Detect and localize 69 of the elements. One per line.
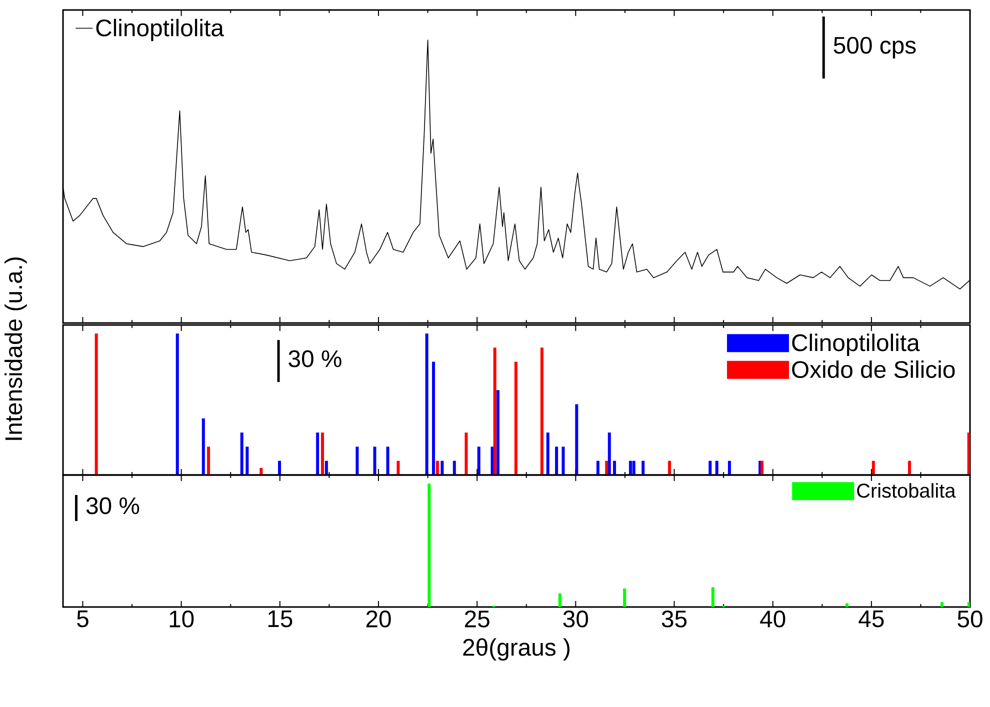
bar xyxy=(558,593,562,607)
bar xyxy=(555,446,558,475)
bar xyxy=(845,603,848,607)
legend-label: Clinoptilolita xyxy=(96,18,224,42)
bar xyxy=(452,460,456,475)
bar xyxy=(613,460,616,475)
bar xyxy=(436,460,439,475)
bar xyxy=(708,460,712,475)
bar xyxy=(715,460,718,475)
bar xyxy=(575,404,578,475)
bar xyxy=(320,432,324,475)
legend-label: Clinoptilolita xyxy=(792,334,920,356)
bar xyxy=(440,460,444,475)
bar xyxy=(596,460,600,475)
bar xyxy=(967,432,970,475)
bar xyxy=(386,446,390,475)
bar xyxy=(94,333,98,475)
y-axis-title: Intensidade (u.a.) xyxy=(4,257,27,440)
x-tick-label: 35 xyxy=(662,610,687,628)
bar xyxy=(207,446,210,475)
bar xyxy=(496,390,500,475)
bar xyxy=(428,484,431,607)
x-tick-label: 50 xyxy=(958,610,982,628)
x-tick-label: 15 xyxy=(268,610,292,628)
bar xyxy=(940,602,944,607)
bar xyxy=(540,348,544,475)
bar xyxy=(176,333,179,475)
bar xyxy=(240,432,244,475)
x-tick-label: 20 xyxy=(366,610,391,628)
bar xyxy=(728,460,731,475)
bar xyxy=(711,587,714,607)
legend-label: Cristobalita xyxy=(857,483,956,498)
bar xyxy=(316,432,320,475)
bar xyxy=(546,432,550,475)
bar xyxy=(562,446,565,475)
bar xyxy=(632,460,636,475)
annotation: 30 % xyxy=(86,497,140,514)
bar xyxy=(608,432,611,475)
bar xyxy=(356,446,359,475)
x-tick-label: 10 xyxy=(170,610,194,628)
bar xyxy=(324,460,328,475)
bar xyxy=(623,588,626,607)
bar xyxy=(628,460,632,475)
bar xyxy=(396,460,400,475)
annotation: 500 cps xyxy=(834,36,916,59)
x-tick-label: 45 xyxy=(858,610,884,628)
x-tick-label: 5 xyxy=(77,610,88,628)
bar xyxy=(493,348,496,475)
bar xyxy=(425,333,428,475)
bar xyxy=(908,460,911,475)
bar xyxy=(373,446,376,475)
bar xyxy=(202,418,205,475)
bar xyxy=(246,446,249,475)
bar xyxy=(668,460,672,475)
bar xyxy=(464,432,468,475)
x-axis-title: 2θ(graus ) xyxy=(463,638,570,661)
x-tick-label: 40 xyxy=(760,610,786,628)
x-tick-label: 30 xyxy=(563,610,588,628)
annotation: 30 % xyxy=(288,350,342,368)
x-tick-label: 25 xyxy=(464,610,490,628)
bar xyxy=(477,446,480,475)
legend-label: Oxido de Silicio xyxy=(792,360,955,378)
bar xyxy=(605,460,608,475)
bar xyxy=(514,362,518,475)
bar xyxy=(642,460,645,475)
bar xyxy=(278,460,282,475)
bar xyxy=(432,362,435,475)
bar xyxy=(872,460,875,475)
bar xyxy=(968,602,970,607)
